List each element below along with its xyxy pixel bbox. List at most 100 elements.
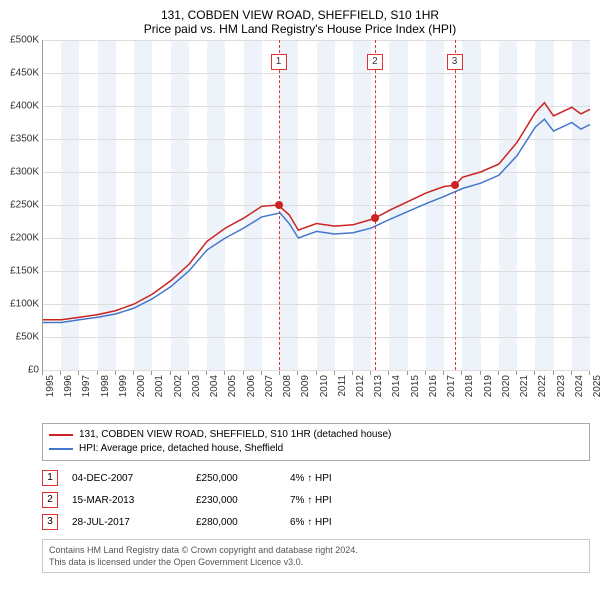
y-axis-label: £450K: [1, 68, 39, 79]
chart-marker-line: [455, 40, 456, 370]
x-axis-label: 2025: [592, 375, 600, 397]
footer-line: This data is licensed under the Open Gov…: [49, 556, 583, 568]
chart-plot-area: £0£50K£100K£150K£200K£250K£300K£350K£400…: [42, 40, 590, 371]
x-axis-tick: [60, 371, 61, 375]
chart-marker-label: 2: [367, 54, 383, 70]
x-axis-tick: [97, 371, 98, 375]
x-axis-tick: [261, 371, 262, 375]
transaction-row: 104-DEC-2007£250,0004% ↑ HPI: [42, 467, 590, 489]
x-axis-label: 2021: [519, 375, 530, 397]
x-axis-label: 2015: [410, 375, 421, 397]
y-axis-label: £200K: [1, 233, 39, 244]
transaction-row: 3 28-JUL-2017 £280,000 6% ↑ HPI: [42, 511, 590, 533]
chart-marker-dot: [371, 214, 379, 222]
x-axis-tick: [297, 371, 298, 375]
x-axis-tick: [480, 371, 481, 375]
legend-label: 131, COBDEN VIEW ROAD, SHEFFIELD, S10 1H…: [79, 428, 391, 442]
transaction-vs-hpi: 7% ↑ HPI: [290, 495, 370, 506]
y-axis-label: £150K: [1, 266, 39, 277]
x-axis-label: 2004: [209, 375, 220, 397]
footer-attribution: Contains HM Land Registry data © Crown c…: [42, 539, 590, 573]
legend-item-blue: HPI: Average price, detached house, Shef…: [49, 442, 583, 456]
chart-container: 131, COBDEN VIEW ROAD, SHEFFIELD, S10 1H…: [0, 0, 600, 590]
page-title: 131, COBDEN VIEW ROAD, SHEFFIELD, S10 1H…: [0, 0, 600, 22]
x-axis-label: 2024: [574, 375, 585, 397]
x-axis-label: 2023: [556, 375, 567, 397]
x-axis-tick: [571, 371, 572, 375]
x-axis-tick: [170, 371, 171, 375]
transaction-date: 15-MAR-2013: [72, 495, 182, 506]
transaction-price: £280,000: [196, 517, 276, 528]
legend-swatch: [49, 434, 73, 436]
y-axis-label: £350K: [1, 134, 39, 145]
transaction-marker-number: 1: [42, 470, 58, 486]
transaction-marker-number: 3: [42, 514, 58, 530]
x-axis-tick: [425, 371, 426, 375]
x-axis-tick: [224, 371, 225, 375]
chart-series-line: [43, 103, 590, 320]
x-axis-tick: [334, 371, 335, 375]
chart-marker-label: 1: [271, 54, 287, 70]
x-axis-tick: [443, 371, 444, 375]
chart-series-line: [43, 119, 590, 322]
chart-marker-label: 3: [447, 54, 463, 70]
x-axis-label: 2003: [191, 375, 202, 397]
x-axis-label: 1995: [45, 375, 56, 397]
x-axis-label: 2001: [154, 375, 165, 397]
transaction-marker-number: 2: [42, 492, 58, 508]
x-axis-label: 2007: [264, 375, 275, 397]
x-axis-tick: [243, 371, 244, 375]
x-axis-label: 1999: [118, 375, 129, 397]
y-axis-label: £50K: [1, 332, 39, 343]
x-axis-tick: [534, 371, 535, 375]
x-axis-label: 2017: [446, 375, 457, 397]
legend-swatch: [49, 448, 73, 450]
x-axis-label: 2010: [319, 375, 330, 397]
x-axis-tick: [188, 371, 189, 375]
x-axis-tick: [133, 371, 134, 375]
y-axis-label: £500K: [1, 35, 39, 46]
chart-marker-dot: [451, 181, 459, 189]
transaction-date: 28-JUL-2017: [72, 517, 182, 528]
x-axis-label: 2012: [355, 375, 366, 397]
x-axis-label: 2018: [464, 375, 475, 397]
x-axis-label: 2016: [428, 375, 439, 397]
x-axis-label: 1998: [100, 375, 111, 397]
transaction-row: 2 15-MAR-2013 £230,000 7% ↑ HPI: [42, 489, 590, 511]
x-axis-label: 2022: [537, 375, 548, 397]
x-axis-label: 2013: [373, 375, 384, 397]
x-axis-tick: [151, 371, 152, 375]
footer-line: Contains HM Land Registry data © Crown c…: [49, 544, 583, 556]
x-axis-tick: [553, 371, 554, 375]
legend-label: HPI: Average price, detached house, Shef…: [79, 442, 283, 456]
x-axis-label: 2020: [501, 375, 512, 397]
x-axis-label: 2008: [282, 375, 293, 397]
legend: 131, COBDEN VIEW ROAD, SHEFFIELD, S10 1H…: [42, 423, 590, 461]
x-axis-tick: [589, 371, 590, 375]
x-axis-tick: [115, 371, 116, 375]
x-axis-tick: [78, 371, 79, 375]
chart-x-axis: 1995199619971998199920002001200220032004…: [42, 371, 590, 417]
y-axis-label: £100K: [1, 299, 39, 310]
transaction-vs-hpi: 6% ↑ HPI: [290, 517, 370, 528]
page-subtitle: Price paid vs. HM Land Registry's House …: [0, 22, 600, 40]
x-axis-tick: [498, 371, 499, 375]
y-axis-label: £300K: [1, 167, 39, 178]
legend-item-red: 131, COBDEN VIEW ROAD, SHEFFIELD, S10 1H…: [49, 428, 583, 442]
x-axis-label: 2005: [227, 375, 238, 397]
x-axis-label: 2000: [136, 375, 147, 397]
chart-lines-svg: [43, 40, 590, 370]
y-axis-label: £250K: [1, 200, 39, 211]
x-axis-tick: [370, 371, 371, 375]
transaction-price: £250,000: [196, 473, 276, 484]
x-axis-label: 1997: [81, 375, 92, 397]
x-axis-tick: [206, 371, 207, 375]
x-axis-tick: [516, 371, 517, 375]
x-axis-label: 2009: [300, 375, 311, 397]
transaction-price: £230,000: [196, 495, 276, 506]
x-axis-tick: [352, 371, 353, 375]
x-axis-tick: [42, 371, 43, 375]
x-axis-tick: [461, 371, 462, 375]
x-axis-tick: [279, 371, 280, 375]
x-axis-label: 1996: [63, 375, 74, 397]
